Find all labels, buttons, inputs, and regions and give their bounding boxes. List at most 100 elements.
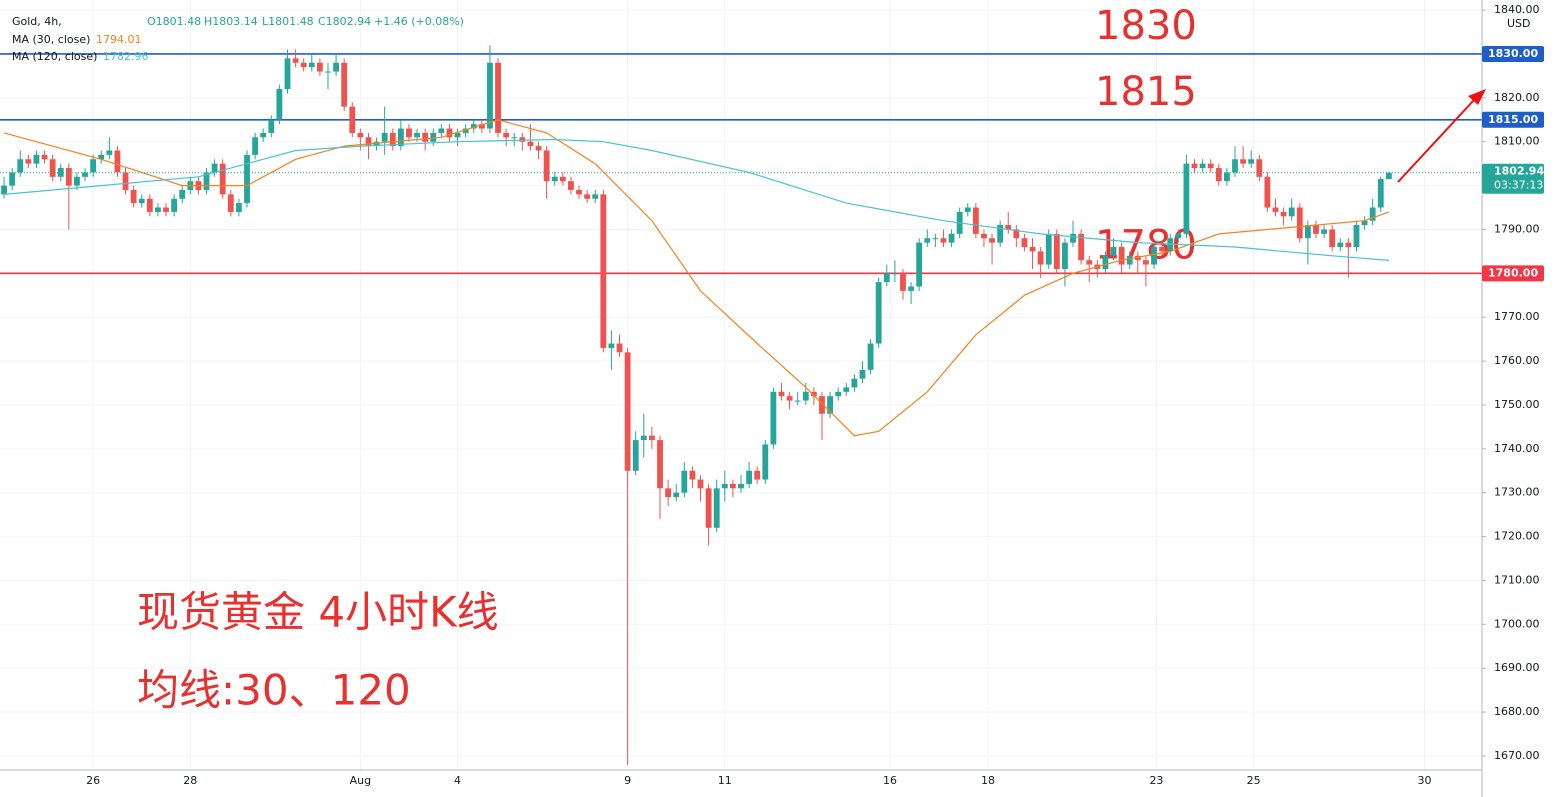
- x-tick-label: 28: [183, 774, 197, 787]
- candle-body: [1021, 238, 1028, 248]
- candle-body: [446, 128, 453, 138]
- candle-body: [1134, 255, 1141, 261]
- y-tick-label: 1670.00: [1494, 749, 1540, 762]
- candle-body: [851, 378, 858, 388]
- candle-body: [900, 273, 906, 291]
- candle-body: [1329, 229, 1336, 248]
- candle-body: [697, 479, 704, 489]
- candle-body: [924, 238, 931, 243]
- candle-body: [1280, 211, 1287, 217]
- x-tick-label: 26: [86, 774, 100, 787]
- candle-body: [397, 128, 404, 147]
- candle-body: [657, 440, 663, 489]
- candle-body: [373, 141, 380, 147]
- candle-body: [33, 154, 40, 164]
- candle-body: [49, 159, 56, 177]
- close: C1802.94: [318, 15, 371, 28]
- candle-body: [341, 62, 348, 107]
- candle-body: [495, 62, 501, 133]
- price-tag-label: 1815.00: [1488, 113, 1538, 126]
- candle-body: [940, 238, 947, 243]
- candle-body: [114, 150, 121, 173]
- candle-body: [74, 176, 80, 186]
- candle-body: [268, 119, 275, 133]
- candle-body: [932, 238, 939, 240]
- candle-body: [972, 207, 979, 234]
- candle-body: [308, 62, 315, 68]
- candle-body: [244, 154, 250, 204]
- arrow: [1397, 89, 1486, 183]
- candle-body: [365, 137, 372, 147]
- candle-body: [778, 391, 785, 397]
- candle-body: [754, 470, 761, 480]
- legend-value: 1782.96: [103, 50, 149, 63]
- candle-body: [519, 137, 526, 142]
- y-tick-label: 1770.00: [1494, 310, 1540, 323]
- x-tick-label: 30: [1418, 774, 1432, 787]
- annotation: 1830: [1095, 3, 1197, 49]
- candle-body: [1223, 172, 1230, 182]
- candle-body: [430, 132, 437, 142]
- candle-body: [1215, 168, 1222, 182]
- candle-body: [713, 488, 720, 528]
- candle-body: [1377, 179, 1384, 208]
- candle-body: [17, 159, 24, 173]
- candle-body: [414, 132, 420, 138]
- candle-body: [705, 488, 712, 528]
- candle-body: [300, 62, 307, 68]
- arrow-head: [1468, 89, 1486, 105]
- candle-body: [478, 124, 485, 129]
- countdown: 03:37:13: [1494, 179, 1543, 192]
- candle-body: [82, 172, 88, 177]
- note: 均线:30、120: [137, 666, 411, 715]
- candle-body: [559, 176, 566, 182]
- candle-body: [1199, 163, 1206, 169]
- candle-body: [1288, 207, 1295, 217]
- candle-body: [1029, 247, 1036, 252]
- candle-body: [1175, 233, 1182, 239]
- x-tick-label: 9: [624, 774, 631, 787]
- legend-value: 1794.01: [96, 33, 142, 46]
- candle-body: [235, 203, 242, 212]
- y-tick-label: 1680.00: [1494, 705, 1540, 718]
- candle-body: [738, 483, 744, 489]
- candle-body: [762, 444, 769, 480]
- note: 现货黄金 4小时K线: [137, 588, 499, 637]
- last-price-label: 1802.94: [1494, 165, 1544, 178]
- candle-body: [665, 488, 672, 498]
- candle-body: [827, 396, 833, 414]
- candle-body: [721, 483, 728, 489]
- candle-body: [997, 225, 1004, 243]
- candle-body: [25, 159, 32, 164]
- candle-body: [122, 172, 129, 190]
- candle-body: [535, 146, 542, 151]
- candle-body: [41, 154, 48, 160]
- candle-body: [333, 62, 339, 72]
- low: L1801.48: [262, 15, 314, 28]
- price-tag-label: 1830.00: [1488, 47, 1538, 60]
- candle-body: [681, 470, 688, 493]
- candle-body: [438, 128, 445, 133]
- candle-body: [422, 132, 429, 142]
- high: H1803.14: [204, 15, 258, 28]
- legend-label: MA (30, close): [12, 33, 90, 46]
- candle-body: [316, 62, 323, 72]
- candle-body: [1353, 225, 1360, 248]
- candle-body: [1385, 172, 1392, 180]
- candle-body: [568, 181, 574, 190]
- candle-body: [1037, 251, 1044, 265]
- candle-body: [252, 137, 259, 155]
- symbol: Gold, 4h,: [12, 15, 62, 28]
- moving-average: [3, 138, 1389, 261]
- candle-body: [487, 62, 493, 129]
- grid: [0, 0, 1482, 770]
- candle-body: [859, 369, 866, 379]
- candle-body: [1248, 159, 1255, 164]
- candle-body: [1361, 220, 1368, 226]
- price-tag: [1482, 265, 1544, 282]
- candle-body: [883, 273, 890, 283]
- candle-body: [1110, 247, 1117, 256]
- candle-body: [1045, 233, 1052, 265]
